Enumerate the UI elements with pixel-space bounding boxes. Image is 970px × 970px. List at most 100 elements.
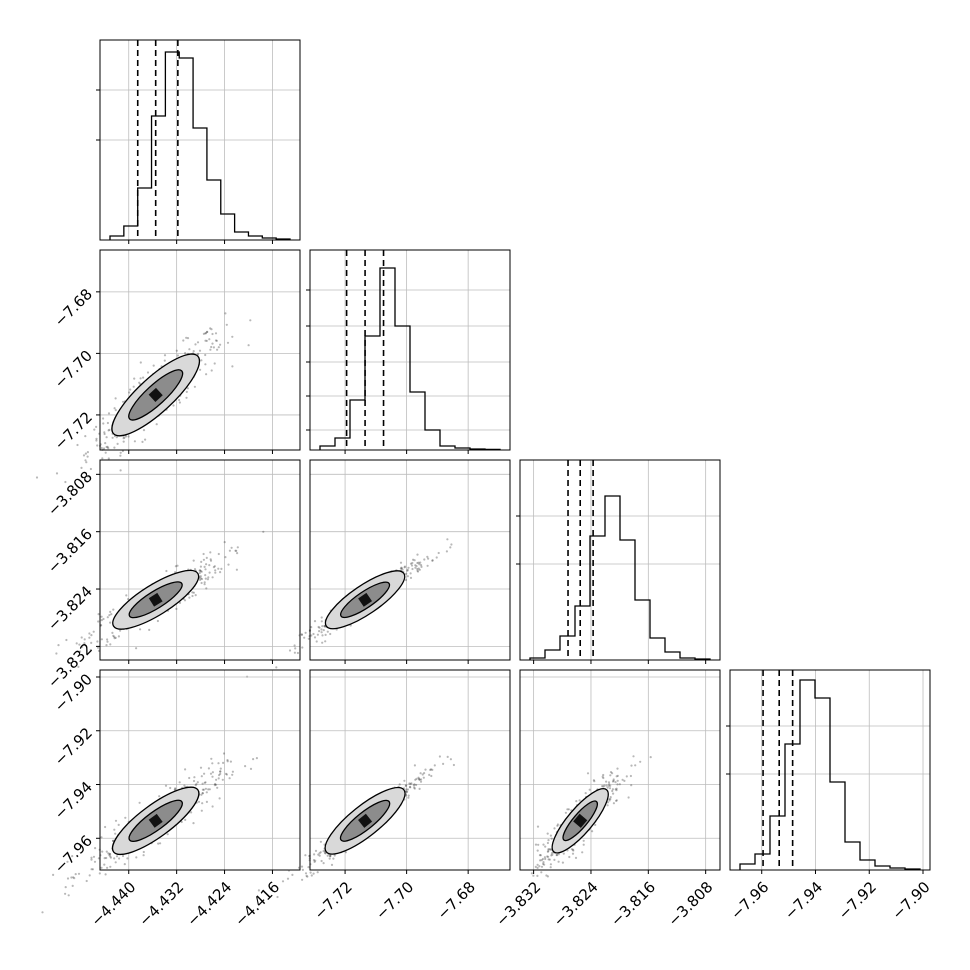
scatter-point xyxy=(114,861,117,864)
scatter-point xyxy=(218,797,221,800)
scatter-point xyxy=(119,469,122,472)
scatter-point xyxy=(196,781,199,784)
scatter-point xyxy=(113,407,116,410)
scatter-point xyxy=(208,564,211,567)
scatter-point xyxy=(222,761,225,765)
scatter-point xyxy=(304,631,307,634)
histogram-2 xyxy=(529,495,711,660)
scatter-point xyxy=(249,767,253,771)
scatter-point xyxy=(614,781,617,784)
scatter-point xyxy=(201,782,204,785)
scatter-point xyxy=(540,871,543,874)
scatter-point xyxy=(71,855,74,858)
scatter-point xyxy=(562,852,565,855)
panel-frame-2-1 xyxy=(309,459,511,661)
scatter-point xyxy=(194,343,197,346)
scatter-point xyxy=(413,786,416,789)
scatter-point xyxy=(100,619,103,622)
scatter-point xyxy=(405,784,408,787)
scatter-point xyxy=(409,576,413,580)
scatter-point xyxy=(218,774,221,777)
scatter-point xyxy=(549,834,553,837)
scatter-point xyxy=(183,599,187,602)
scatter-point xyxy=(144,438,147,441)
scatter-point xyxy=(307,866,310,869)
scatter-point xyxy=(193,385,196,388)
scatter-point xyxy=(165,569,168,573)
scatter-point xyxy=(176,354,179,357)
scatter-point xyxy=(78,643,81,646)
scatter-point xyxy=(219,770,222,773)
scatter-point xyxy=(205,373,208,376)
scatter-point xyxy=(324,640,327,643)
x-tick-label: −3.808 xyxy=(664,878,716,930)
scatter-point xyxy=(316,633,319,636)
scatter-point xyxy=(193,568,197,571)
scatter-point xyxy=(173,788,176,791)
scatter-point xyxy=(306,875,309,878)
scatter-point xyxy=(155,423,158,426)
scatter-point xyxy=(419,780,423,783)
scatter-point xyxy=(100,836,103,839)
scatter-point xyxy=(106,421,109,425)
scatter-point xyxy=(139,361,142,364)
scatter-point xyxy=(570,848,574,851)
scatter-point xyxy=(209,559,213,562)
scatter-point xyxy=(262,530,265,533)
scatter-point xyxy=(102,422,105,425)
scatter-point xyxy=(608,787,612,790)
scatter-point xyxy=(127,435,130,438)
scatter-point xyxy=(208,571,211,574)
scatter-point xyxy=(298,634,301,637)
scatter-point xyxy=(406,569,409,572)
scatter-point xyxy=(55,652,58,655)
scatter-point xyxy=(546,841,550,845)
scatter-point xyxy=(64,892,67,895)
scatter-point xyxy=(141,440,144,443)
scatter-point xyxy=(90,868,93,871)
scatter-point xyxy=(428,773,431,777)
scatter-point xyxy=(90,858,93,861)
scatter-point xyxy=(607,781,611,784)
scatter-point xyxy=(157,842,160,845)
scatter-point xyxy=(211,805,214,808)
x-tick-label: −7.70 xyxy=(372,878,417,923)
scatter-point xyxy=(88,632,91,635)
scatter-point xyxy=(309,871,312,874)
scatter-point xyxy=(201,792,204,795)
scatter-point xyxy=(405,790,408,793)
scatter-point xyxy=(593,780,596,783)
scatter-point xyxy=(564,811,568,814)
scatter-point xyxy=(197,800,201,803)
scatter-point xyxy=(423,772,426,775)
scatter-point xyxy=(205,339,208,342)
scatter-point xyxy=(400,566,403,569)
scatter-point xyxy=(105,850,108,853)
scatter-point xyxy=(110,613,113,616)
scatter-point xyxy=(204,787,207,790)
scatter-point xyxy=(186,337,190,340)
scatter-point xyxy=(534,843,538,846)
scatter-point xyxy=(537,843,540,846)
scatter-point xyxy=(269,658,273,661)
scatter-point xyxy=(538,865,541,868)
scatter-point xyxy=(95,439,98,442)
scatter-point xyxy=(191,591,194,594)
scatter-point xyxy=(300,633,303,636)
scatter-point xyxy=(312,872,315,875)
scatter-point xyxy=(142,429,146,432)
scatter-point xyxy=(213,784,216,787)
scatter-point xyxy=(200,577,204,581)
scatter-point xyxy=(219,770,222,773)
scatter-point xyxy=(216,348,219,351)
scatter-point xyxy=(211,775,214,778)
scatter-point xyxy=(611,780,615,783)
scatter-point xyxy=(200,359,203,362)
scatter-point xyxy=(407,796,410,799)
scatter-point xyxy=(300,865,304,868)
scatter-point xyxy=(231,773,234,776)
scatter-point xyxy=(319,840,322,843)
scatter-point xyxy=(539,854,542,857)
scatter-point xyxy=(287,869,291,872)
scatter-point xyxy=(313,620,317,623)
